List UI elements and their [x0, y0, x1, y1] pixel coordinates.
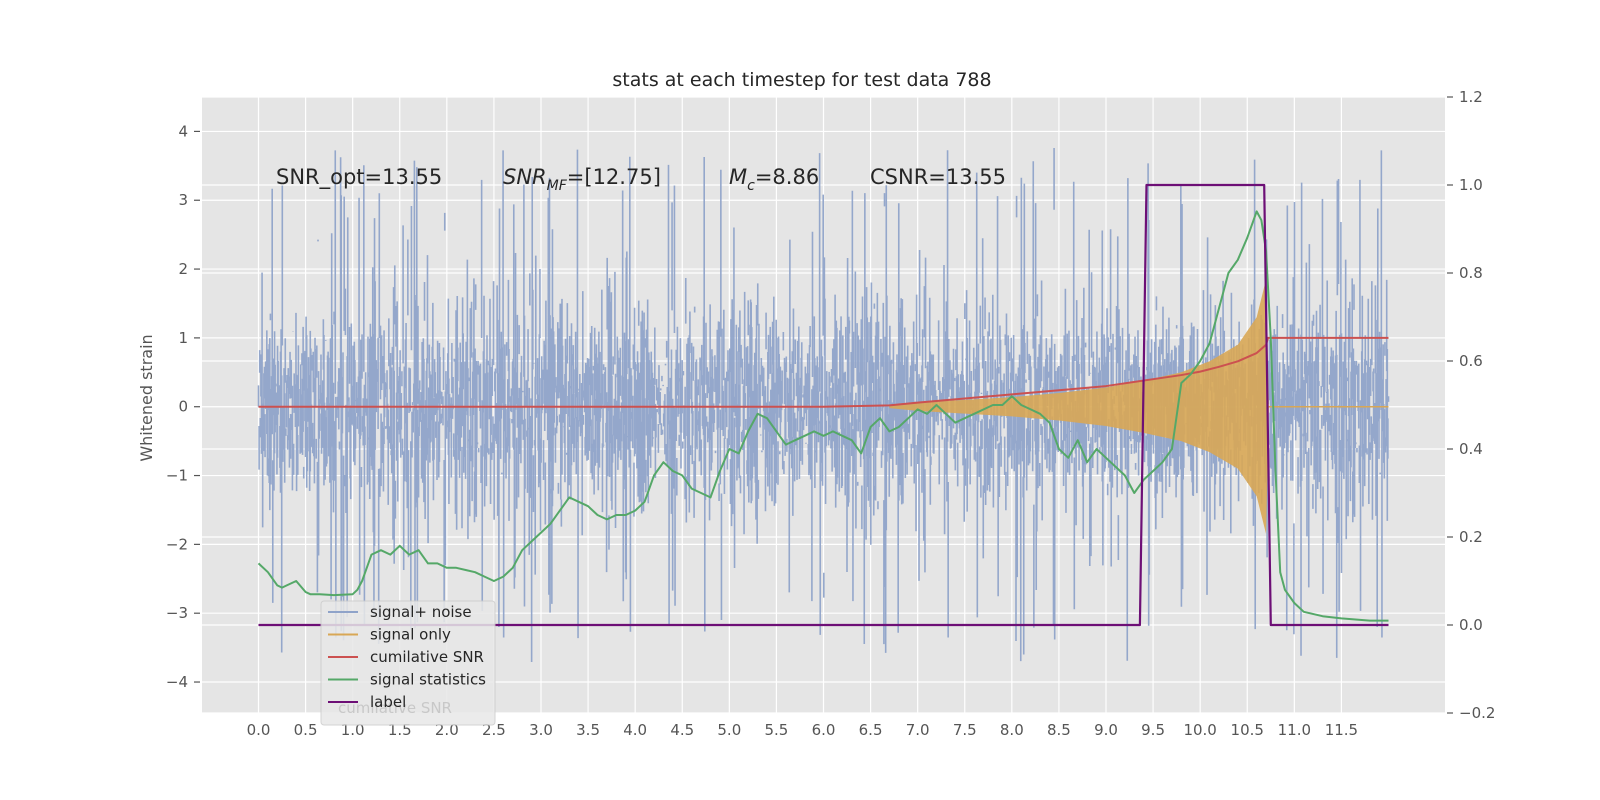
legend-label: signal statistics: [370, 671, 486, 689]
x-tick-label: 3.5: [576, 721, 600, 739]
y-tick-label: −1: [166, 467, 188, 485]
x-tick-label: 4.5: [670, 721, 694, 739]
y2-tick-label: 1.0: [1459, 176, 1483, 194]
y-tick-label: −4: [166, 673, 188, 691]
legend-label: label: [370, 693, 406, 711]
signal-only-series: [889, 279, 1269, 535]
y2-tick-label: 0.6: [1459, 352, 1483, 370]
chart-title: stats at each timestep for test data 788: [612, 69, 991, 91]
annotation-mc-sub: c: [747, 178, 755, 194]
annotation-mc-main: M: [729, 165, 747, 189]
annotation-snr-mf-main: SNR: [503, 165, 547, 189]
label-series: [258, 183, 1389, 627]
legend-hidden-text: cumilative SNR: [338, 699, 452, 717]
y2-tick-label: −0.2: [1459, 704, 1495, 722]
y-axis-label: Whitened strain: [137, 334, 156, 461]
annotation-snr-mf: SNRMF=[12.75]: [503, 165, 661, 194]
x-tick-label: 8.5: [1047, 721, 1071, 739]
legend-label: signal+ noise: [370, 603, 472, 621]
legend: cumilative SNR signal+ noise signal only c…: [320, 600, 496, 726]
y-tick-label: 0: [178, 398, 188, 416]
x-tick-label: 0.0: [247, 721, 271, 739]
signal-statistics-series: [257, 210, 1389, 622]
x-tick-label: 7.5: [953, 721, 977, 739]
x-tick-label: 3.0: [529, 721, 553, 739]
y-tick-label: 3: [178, 191, 188, 209]
x-tick-label: 9.0: [1094, 721, 1118, 739]
y2-tick-label: 0.2: [1459, 528, 1483, 546]
y2-tick-label: 0.4: [1459, 440, 1483, 458]
legend-label: signal only: [370, 626, 451, 644]
y-tick-label: −3: [166, 604, 188, 622]
annotation-snr-mf-rest: =[12.75]: [567, 165, 661, 189]
y2-tick-label: 1.2: [1459, 88, 1483, 106]
y2-tick-label: 0.8: [1459, 264, 1483, 282]
y-tick-label: 4: [178, 122, 188, 140]
y-tick-label: 1: [178, 329, 188, 347]
annotation-csnr: CSNR=13.55: [870, 165, 1006, 189]
annotation-mc-rest: =8.86: [755, 165, 819, 189]
x-tick-label: 6.0: [812, 721, 836, 739]
x-tick-label: 0.5: [294, 721, 318, 739]
x-tick-label: 4.0: [623, 721, 647, 739]
x-tick-label: 8.0: [1000, 721, 1024, 739]
annotation-snr-mf-sub: MF: [547, 178, 568, 194]
x-tick-label: 11.5: [1325, 721, 1358, 739]
y2-tick-label: 0.0: [1459, 616, 1483, 634]
annotation-mc: Mc=8.86: [729, 165, 819, 194]
x-tick-label: 5.0: [717, 721, 741, 739]
x-tick-label: 10.5: [1231, 721, 1264, 739]
x-tick-label: 5.5: [764, 721, 788, 739]
x-tick-label: 11.0: [1278, 721, 1311, 739]
legend-box: [320, 600, 496, 726]
x-tick-label: 10.0: [1183, 721, 1216, 739]
y-tick-label: −2: [166, 535, 188, 553]
annotation-snr-opt: SNR_opt=13.55: [276, 165, 442, 190]
x-tick-label: 7.0: [906, 721, 930, 739]
x-tick-label: 9.5: [1141, 721, 1165, 739]
y-tick-label: 2: [178, 260, 188, 278]
x-tick-label: 6.5: [859, 721, 883, 739]
legend-label: cumilative SNR: [370, 648, 484, 666]
